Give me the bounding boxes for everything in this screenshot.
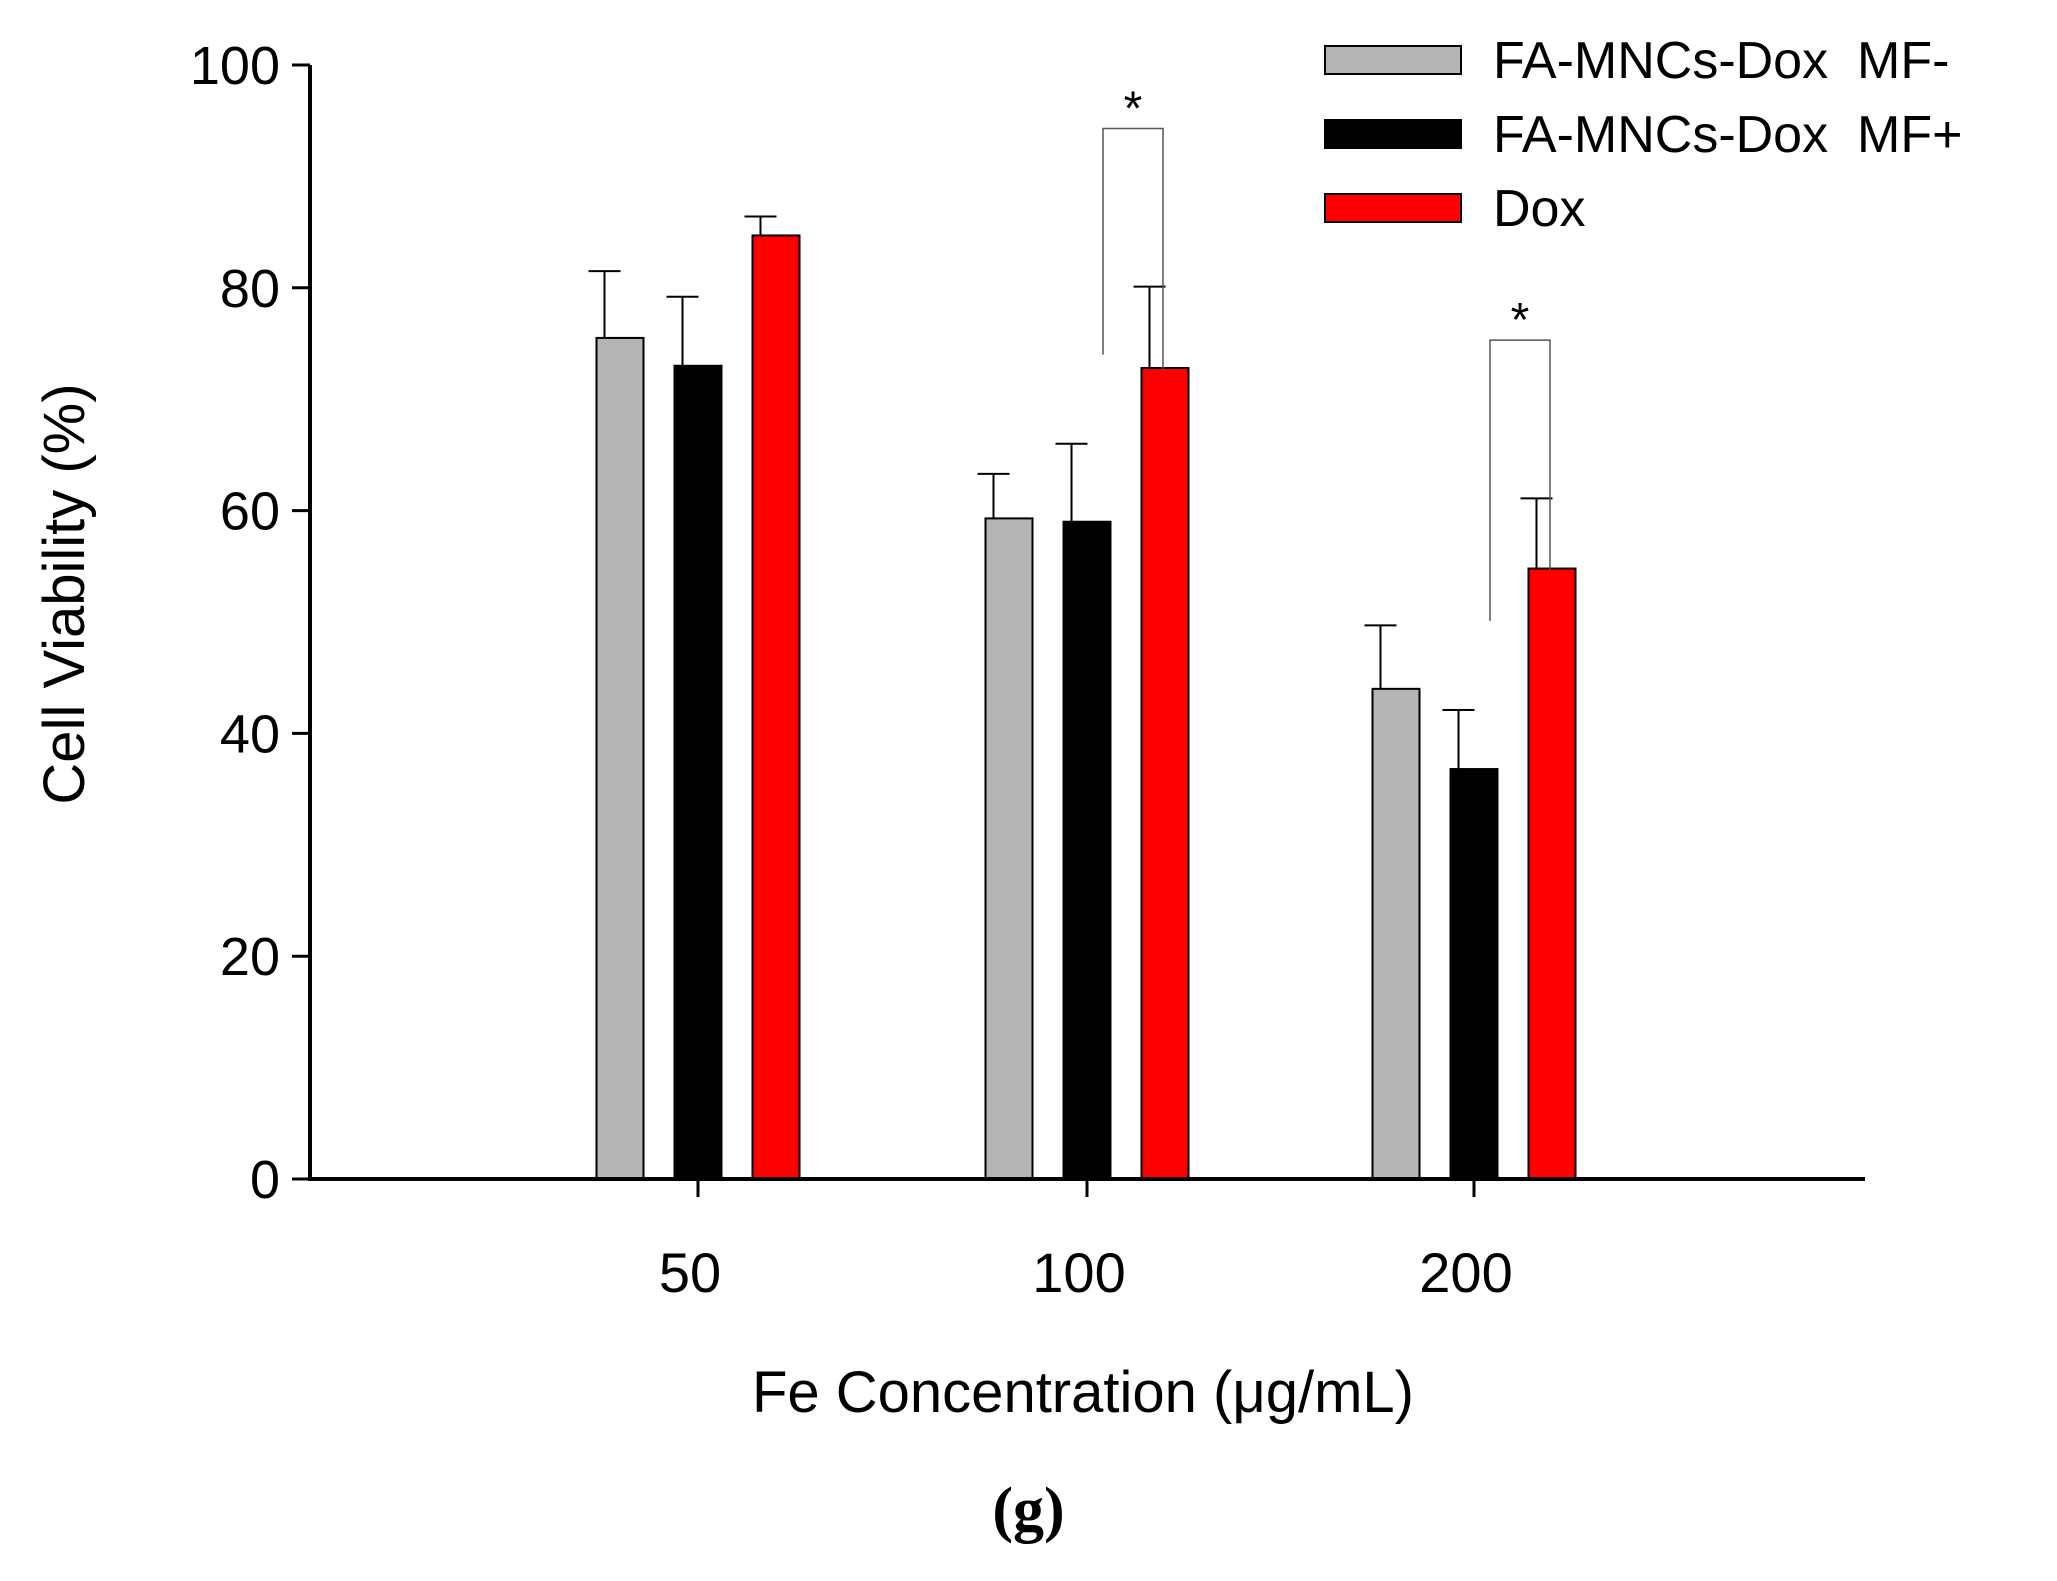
legend-label-2: FA-MNCs-Dox MF+ xyxy=(1493,106,1962,164)
significance-bracket-100 xyxy=(1102,127,1164,371)
bar-100-series-1 xyxy=(984,517,1034,1180)
legend-swatch-1 xyxy=(1324,45,1462,75)
bar-200-series-2 xyxy=(1449,768,1499,1180)
y-tick-label-40: 40 xyxy=(220,704,280,764)
bar-100-series-2 xyxy=(1062,520,1112,1180)
x-tick-label-100: 100 xyxy=(1032,1241,1125,1304)
panel-label: (g) xyxy=(992,1476,1065,1544)
legend-label-1: FA-MNCs-Dox MF- xyxy=(1493,32,1949,90)
error-bars-layer xyxy=(588,215,1553,770)
legend-label-3: Dox xyxy=(1493,180,1585,238)
y-axis-label: Cell Viability (%) xyxy=(32,383,97,804)
bar-50-series-1 xyxy=(595,336,645,1180)
x-tick-label-50: 50 xyxy=(659,1241,721,1304)
bar-50-series-2 xyxy=(673,364,723,1180)
significance-bracket-200 xyxy=(1489,339,1551,621)
bar-50-series-3 xyxy=(751,234,801,1180)
axes-layer: 0 20 40 60 80 100 50 100 200 xyxy=(190,36,1865,1304)
x-axis-label: Fe Concentration (μg/mL) xyxy=(752,1360,1414,1425)
significance-marker-100: * xyxy=(1124,82,1143,135)
significance-marker-200: * xyxy=(1511,294,1530,347)
bar-100-series-3 xyxy=(1140,367,1190,1180)
legend: FA-MNCs-Dox MF- FA-MNCs-Dox MF+ Dox xyxy=(1324,32,1962,238)
y-tick-label-20: 20 xyxy=(220,927,280,987)
legend-swatch-3 xyxy=(1324,193,1462,223)
significance-layer: ** xyxy=(1102,82,1551,621)
bars-layer xyxy=(595,234,1577,1181)
bar-200-series-1 xyxy=(1371,687,1421,1181)
y-tick-label-0: 0 xyxy=(250,1150,280,1210)
bar-200-series-3 xyxy=(1527,567,1577,1180)
y-tick-label-80: 80 xyxy=(220,259,280,319)
y-tick-label-100: 100 xyxy=(190,36,280,96)
legend-swatch-2 xyxy=(1324,119,1462,149)
y-tick-label-60: 60 xyxy=(220,482,280,542)
x-tick-label-200: 200 xyxy=(1419,1241,1512,1304)
